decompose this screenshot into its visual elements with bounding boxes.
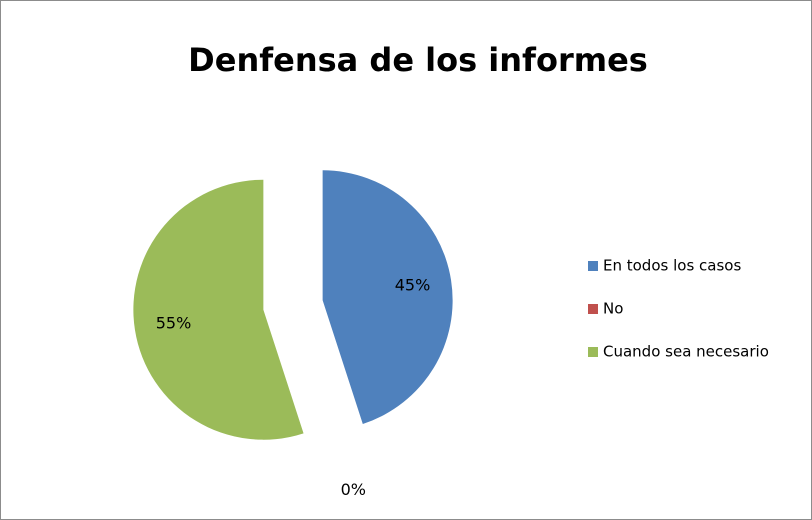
pie-slice [322,170,453,424]
legend-swatch [588,261,598,271]
chart-title: Denfensa de los informes [188,41,648,79]
legend-swatch [588,304,598,314]
data-label: 0% [341,480,366,499]
data-label: 55% [156,313,192,332]
legend-label: Cuando sea necesario [603,343,769,361]
data-label: 45% [395,276,431,295]
legend-swatch [588,347,598,357]
pie-slice [133,179,304,440]
legend-label: En todos los casos [603,257,741,275]
legend-label: No [603,300,623,318]
